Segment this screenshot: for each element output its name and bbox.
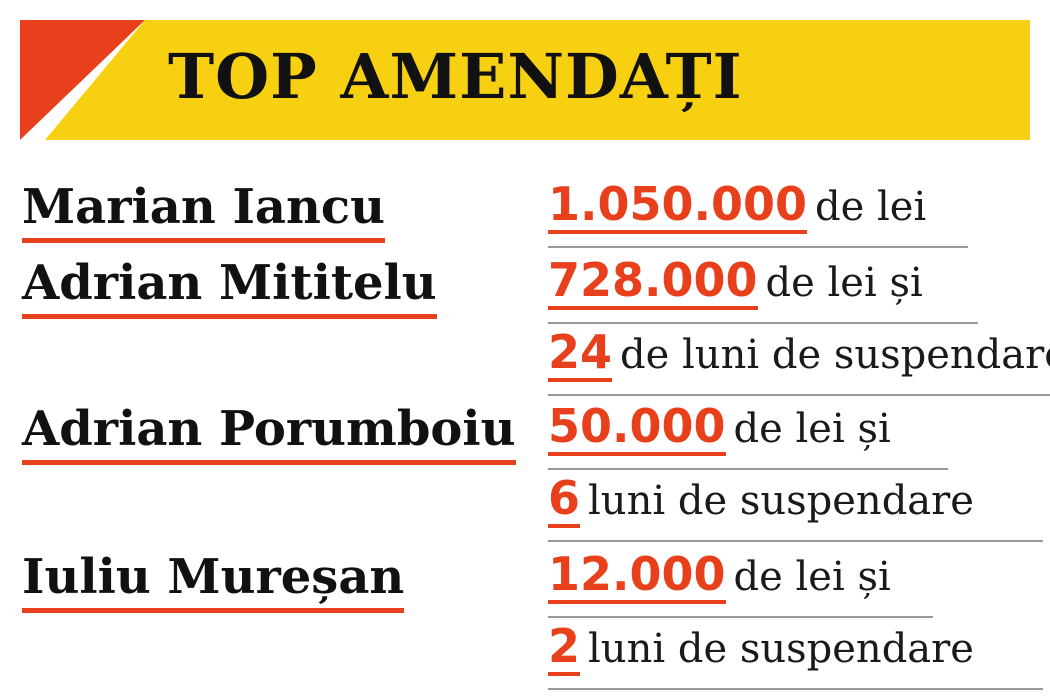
fine-unit: de lei <box>815 184 927 230</box>
suspension-line: 2 luni de suspendare <box>548 620 1043 690</box>
suspension-amount: 24 <box>548 326 613 382</box>
fine-line: 1.050.000 de lei <box>548 178 968 248</box>
fine-row: Adrian Mititelu 728.000 de lei și <box>0 254 1050 324</box>
fine-line: 728.000 de lei și <box>548 254 978 324</box>
suspension-unit: luni de suspendare <box>588 478 974 524</box>
fine-amount: 50.000 <box>548 400 726 456</box>
banner-red-triangle <box>20 20 145 140</box>
fine-row: Iuliu Mureșan 12.000 de lei și <box>0 548 1050 618</box>
fine-amount: 12.000 <box>548 548 726 604</box>
suspension-unit: de luni de suspendare <box>620 332 1050 378</box>
fine-unit: de lei și <box>765 260 923 306</box>
fine-row: Marian Iancu 1.050.000 de lei <box>0 178 1050 248</box>
suspension-line: 24 de luni de suspendare <box>548 326 1050 396</box>
suspension-row: 24 de luni de suspendare <box>0 326 1050 396</box>
suspension-line: 6 luni de suspendare <box>548 472 1043 542</box>
person-name: Adrian Porumboiu <box>22 400 516 465</box>
fine-amount: 1.050.000 <box>548 178 807 234</box>
page-title: TOP AMENDAȚI <box>168 40 743 113</box>
suspension-row: 2 luni de suspendare <box>0 620 1050 690</box>
person-name: Adrian Mititelu <box>22 254 437 319</box>
fine-line: 50.000 de lei și <box>548 400 948 470</box>
fine-unit: de lei și <box>733 406 891 452</box>
banner-yellow-band <box>45 20 1030 140</box>
suspension-row: 6 luni de suspendare <box>0 472 1050 542</box>
fine-line: 12.000 de lei și <box>548 548 933 618</box>
fine-row: Adrian Porumboiu 50.000 de lei și <box>0 400 1050 470</box>
suspension-amount: 6 <box>548 472 581 528</box>
person-name: Iuliu Mureșan <box>22 548 405 613</box>
banner-shape <box>20 20 1030 140</box>
fine-unit: de lei și <box>733 554 891 600</box>
fine-amount: 728.000 <box>548 254 758 310</box>
suspension-unit: luni de suspendare <box>588 626 974 672</box>
suspension-amount: 2 <box>548 620 581 676</box>
person-name: Marian Iancu <box>22 178 386 243</box>
header-banner: TOP AMENDAȚI <box>20 20 1030 140</box>
